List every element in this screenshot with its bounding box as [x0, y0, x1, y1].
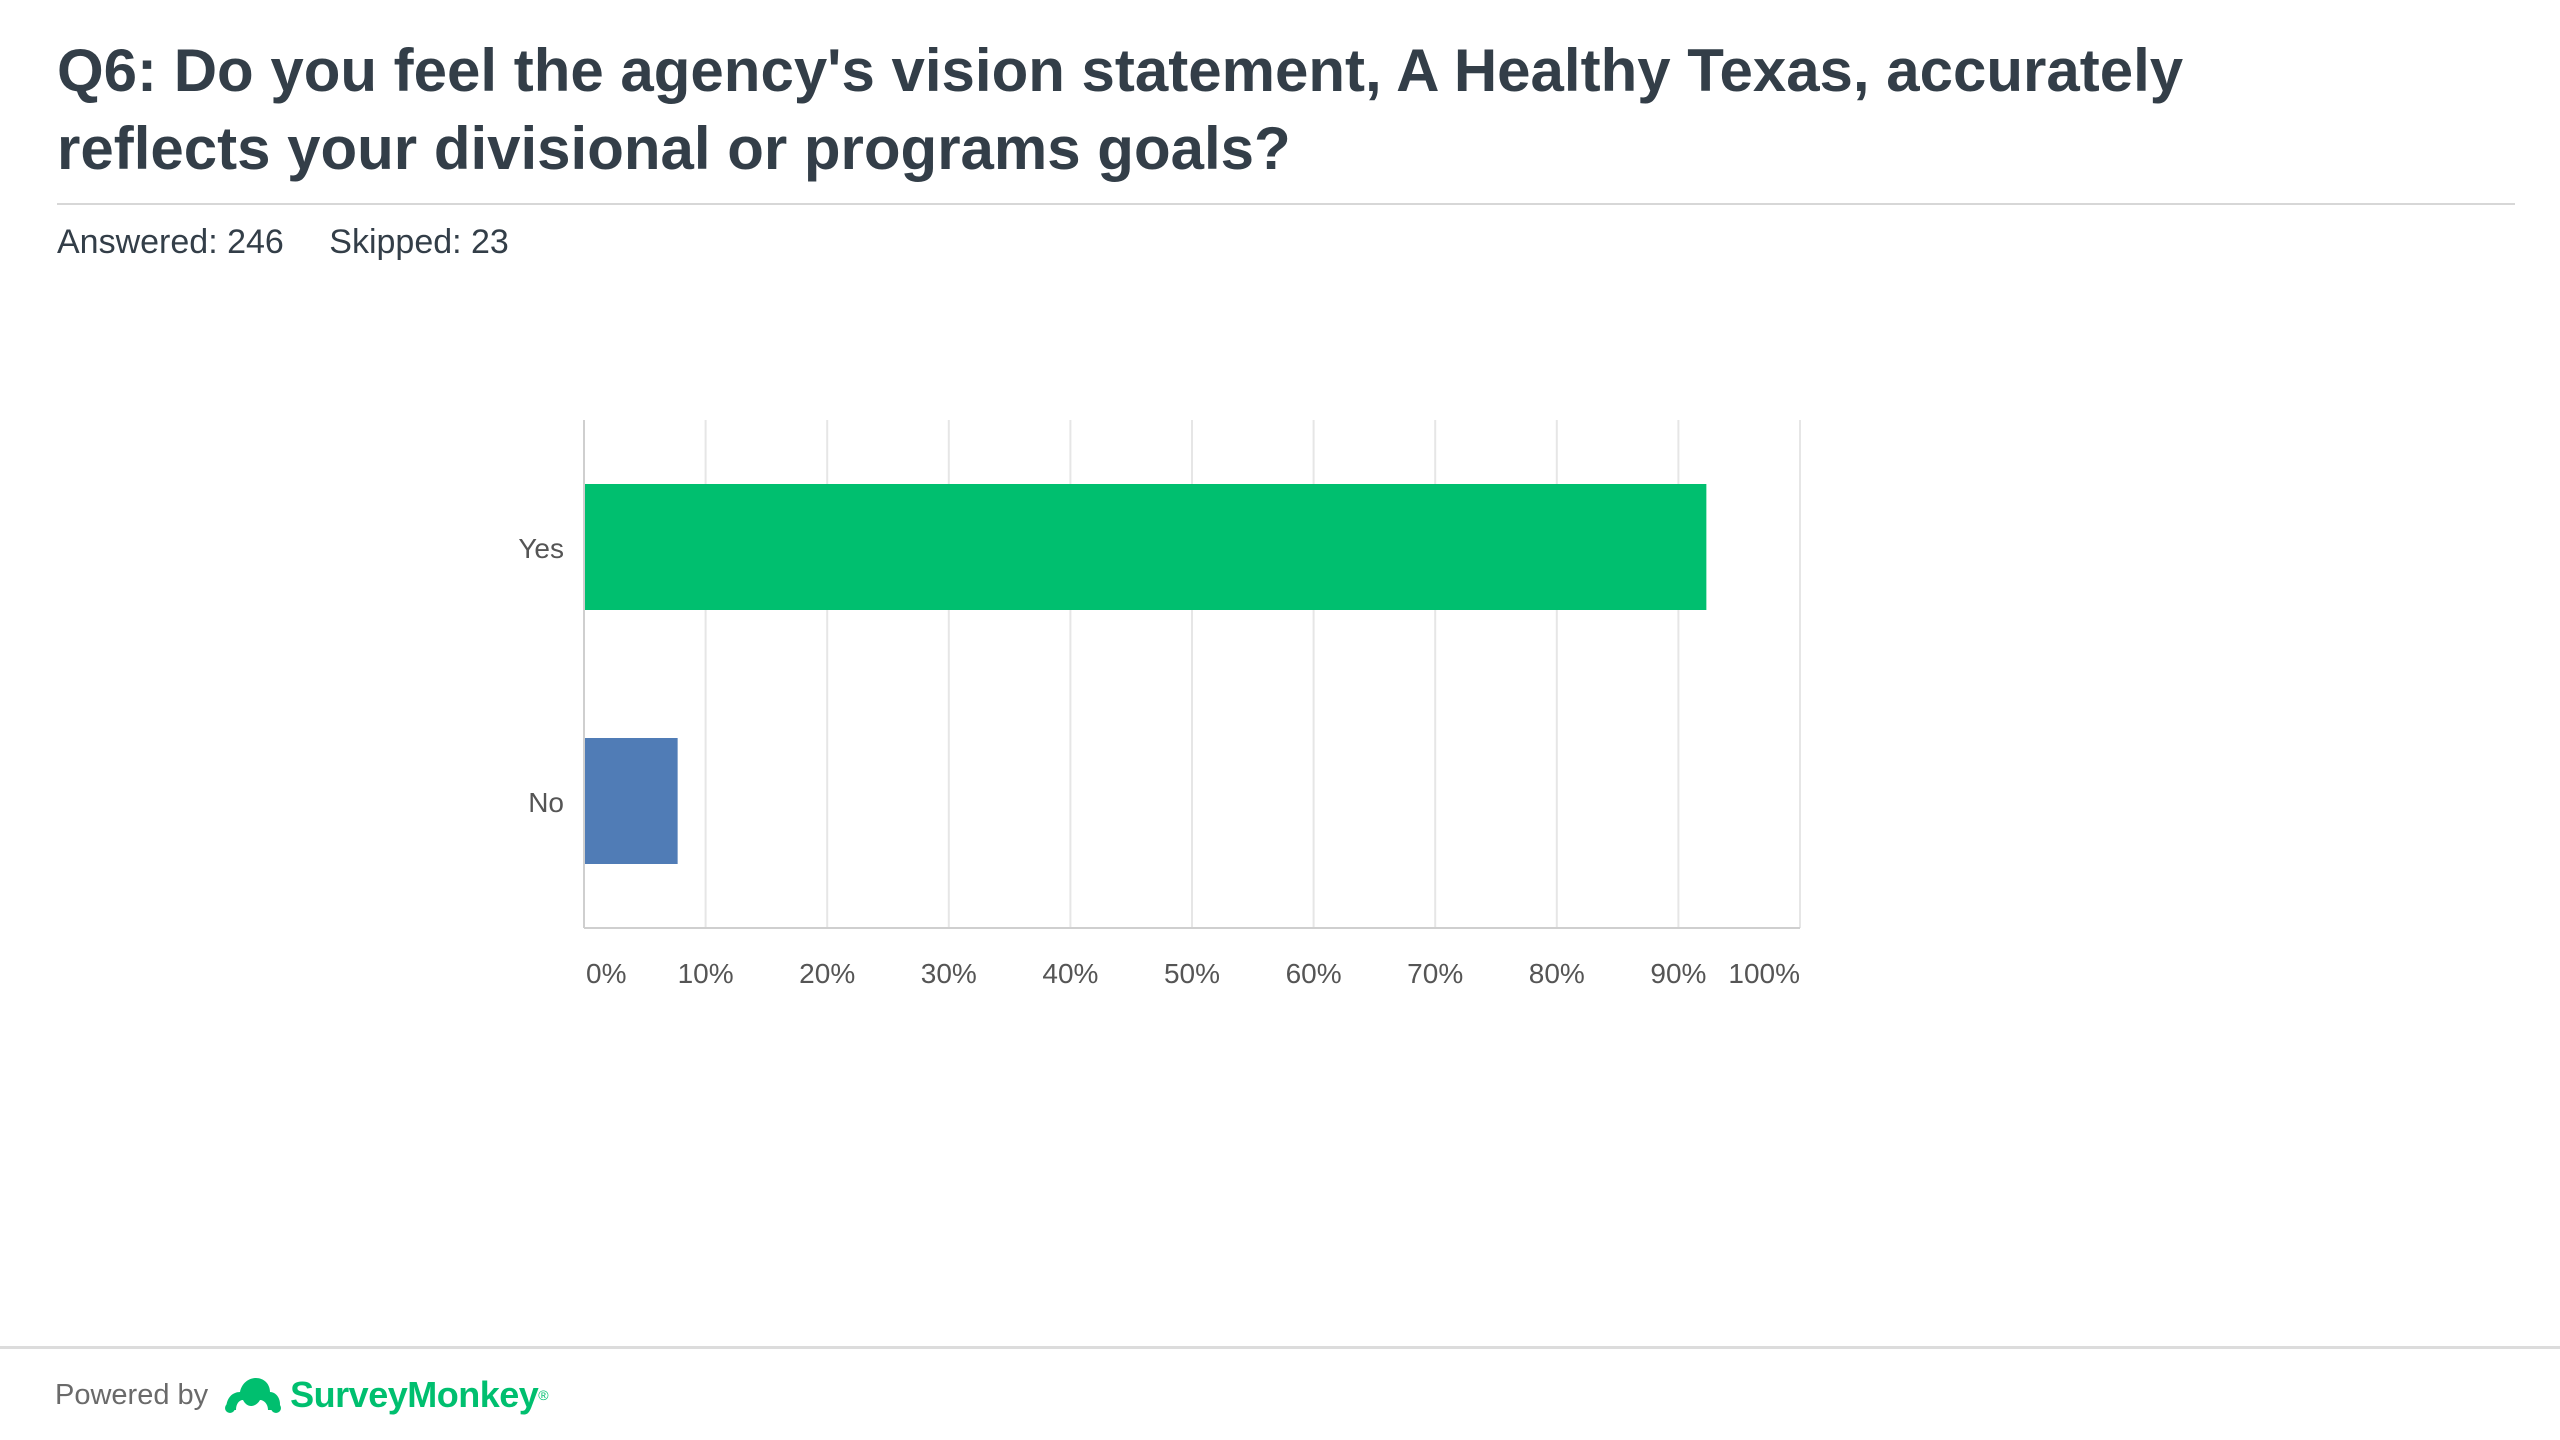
x-tick-label: 30%: [921, 958, 977, 989]
footer-divider: [0, 1346, 2560, 1349]
x-tick-label: 60%: [1286, 958, 1342, 989]
bar-chart: Yes No 0% 10% 20% 30% 40% 50% 60% 70% 80% 90% 100%: [518, 420, 1801, 989]
x-tick-label: 10%: [678, 958, 734, 989]
response-stats: Answered: 246 Skipped: 23: [57, 220, 545, 264]
bar-no: [585, 738, 678, 864]
brand-name: SurveyMonkey: [290, 1374, 539, 1415]
answered-count: Answered: 246: [57, 223, 284, 261]
category-label: No: [528, 787, 564, 818]
surveymonkey-logo-icon: [225, 1378, 282, 1413]
x-tick-label: 0%: [586, 958, 626, 989]
bar-yes: [585, 484, 1707, 610]
surveymonkey-logo[interactable]: SurveyMonkey ®: [222, 1374, 549, 1416]
powered-by-label: Powered by: [55, 1378, 209, 1411]
x-tick-label: 100%: [1728, 958, 1800, 989]
registered-mark: ®: [538, 1387, 549, 1403]
title-divider: [57, 203, 2515, 205]
x-tick-label: 20%: [799, 958, 855, 989]
skipped-count: Skipped: 23: [329, 223, 509, 261]
question-title: Q6: Do you feel the agency's vision stat…: [57, 37, 2184, 182]
x-tick-label: 90%: [1650, 958, 1706, 989]
x-tick-label: 70%: [1407, 958, 1463, 989]
x-tick-label: 50%: [1164, 958, 1220, 989]
x-tick-label: 80%: [1529, 958, 1585, 989]
footer: Powered by SurveyMonkey ®: [55, 1370, 549, 1420]
x-tick-label: 40%: [1042, 958, 1098, 989]
category-label: Yes: [518, 533, 564, 564]
